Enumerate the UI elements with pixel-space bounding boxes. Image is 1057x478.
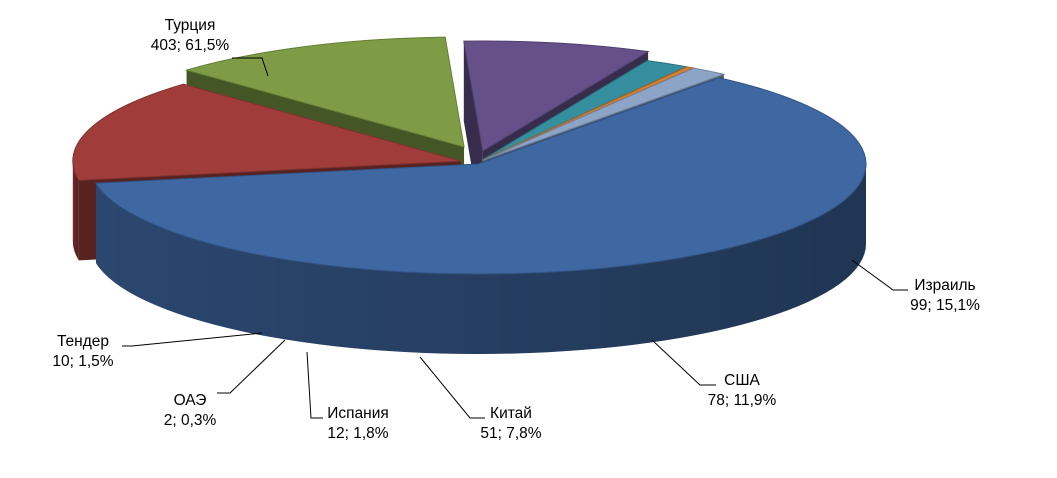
leader-line-Китай — [419, 356, 485, 419]
slice-value-label-Испания: 12; 1,8% — [327, 425, 388, 442]
slice-label-Китай: Китай — [490, 405, 532, 422]
leader-line-ОАЭ — [217, 339, 286, 394]
slice-label-США: США — [724, 372, 760, 389]
slice-value-label-Израиль: 99; 15,1% — [910, 297, 980, 314]
slice-label-Тендер: Тендер — [57, 333, 109, 350]
leader-line-Испания — [306, 351, 323, 419]
slice-label-Израиль: Израиль — [914, 277, 975, 294]
slice-value-label-Тендер: 10; 1,5% — [52, 353, 113, 370]
leader-line-Турция — [232, 57, 269, 77]
leader-line-Тендер — [122, 332, 263, 347]
leader-line-США — [651, 339, 716, 386]
slice-label-ОАЭ: ОАЭ — [174, 392, 207, 409]
slice-value-label-Китай: 51; 7,8% — [480, 425, 541, 442]
pie-slice-Турция — [95, 77, 867, 354]
slice-value-label-Турция: 403; 61,5% — [151, 37, 230, 54]
pie-slice-side-shade-Израиль — [72, 161, 79, 261]
slice-value-label-ОАЭ: 2; 0,3% — [164, 412, 217, 429]
pie-slice-top-США — [184, 36, 465, 148]
slice-label-Турция: Турция — [165, 17, 216, 34]
pie-slice-top-Турция — [95, 77, 867, 275]
slice-value-label-США: 78; 11,9% — [708, 392, 777, 409]
slice-label-Испания: Испания — [327, 405, 389, 422]
pie-slice-top-Китай — [463, 40, 650, 152]
pie-slice-top-Тендер — [482, 67, 726, 161]
leader-line-Израиль — [851, 259, 908, 291]
pie-slice-side-shade-Турция — [95, 164, 866, 354]
pie-slice-top-Израиль — [72, 83, 461, 181]
